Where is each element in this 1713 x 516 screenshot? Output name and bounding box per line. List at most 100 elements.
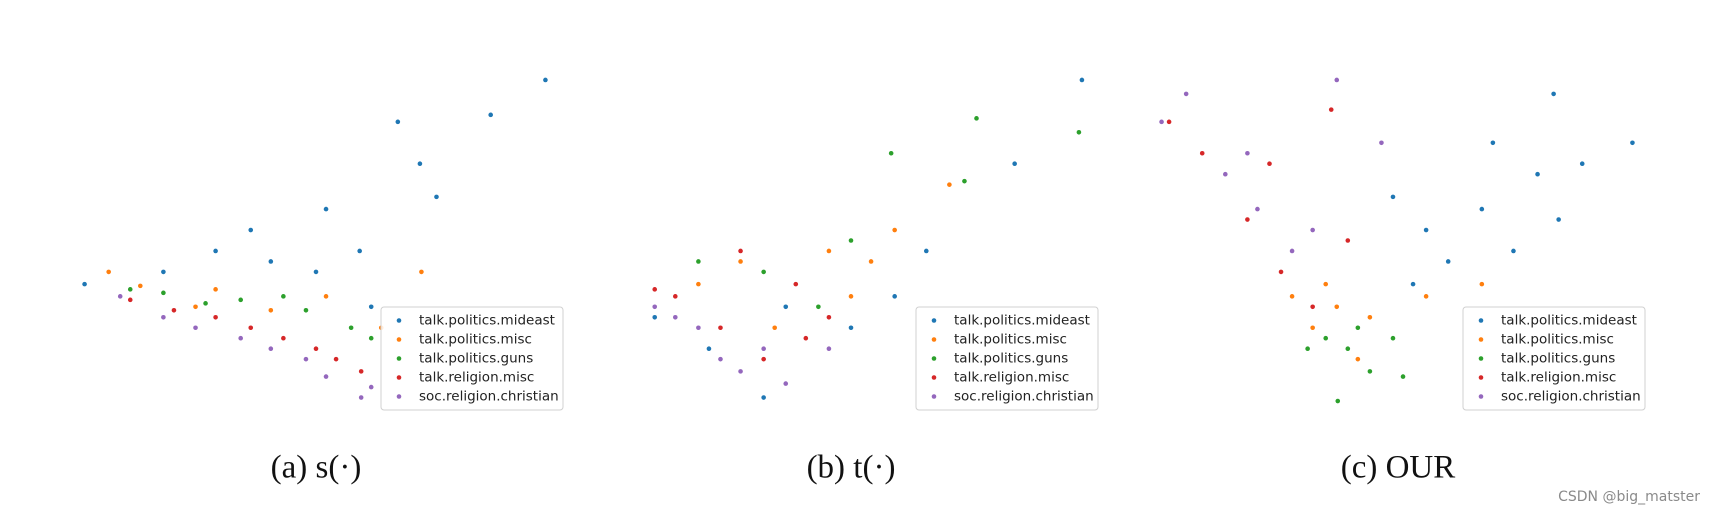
point (395, 119, 401, 125)
legend-label: soc.religion.christian (954, 389, 1094, 405)
point (323, 294, 329, 299)
panel: talk.politics.mideast talk.politics.misc t… (652, 77, 1099, 486)
point (1335, 398, 1341, 404)
point (1334, 304, 1340, 310)
point (313, 269, 319, 275)
point (1490, 140, 1496, 146)
legend-marker (1478, 337, 1484, 342)
legend-label: talk.politics.misc (1501, 332, 1614, 348)
legend-label: talk.religion.misc (419, 370, 534, 386)
point (543, 77, 548, 83)
point (1305, 346, 1310, 351)
point (82, 281, 87, 287)
point (323, 374, 329, 379)
point (193, 325, 198, 331)
point (1367, 369, 1373, 374)
point (238, 335, 243, 341)
legend-label: talk.politics.mideast (954, 313, 1090, 329)
point (868, 259, 874, 264)
legend-label: soc.religion.christian (419, 389, 559, 405)
point (793, 281, 799, 287)
point (1355, 325, 1361, 331)
legend-marker (396, 337, 402, 342)
point (761, 269, 766, 275)
point (368, 304, 374, 310)
point (1579, 161, 1585, 167)
legend-label: talk.politics.guns (954, 351, 1068, 367)
point (974, 116, 979, 121)
legend-marker (396, 394, 402, 399)
point (434, 194, 439, 200)
point (816, 304, 821, 310)
point (1445, 259, 1451, 264)
legend-marker (931, 318, 937, 323)
legend-label: talk.religion.misc (1501, 370, 1616, 386)
point (761, 395, 766, 400)
point (1289, 294, 1295, 299)
point (1310, 304, 1315, 310)
point (1199, 150, 1205, 156)
legend-label: talk.politics.misc (419, 332, 532, 348)
point (1355, 356, 1361, 362)
point (238, 297, 243, 303)
point (171, 308, 177, 313)
point (1278, 269, 1284, 275)
point (303, 356, 309, 362)
point (761, 356, 766, 362)
point (213, 287, 218, 292)
point (1400, 374, 1406, 379)
legend-marker (931, 394, 937, 399)
point (1166, 119, 1172, 125)
legend-label: soc.religion.christian (1501, 389, 1641, 405)
point (652, 314, 658, 320)
point (203, 301, 208, 306)
point (738, 369, 743, 374)
legend-marker (396, 318, 402, 323)
point (348, 325, 354, 331)
point (117, 294, 123, 299)
point (892, 294, 897, 299)
point (1423, 294, 1429, 299)
legend-box (915, 306, 1099, 411)
point (1223, 171, 1228, 177)
point (1076, 130, 1082, 135)
point (268, 308, 274, 313)
point (962, 178, 967, 184)
point (248, 227, 254, 233)
point (161, 269, 166, 275)
point (1183, 91, 1189, 97)
point (673, 314, 678, 320)
point (652, 287, 658, 292)
point (281, 294, 286, 299)
legend-box (1462, 306, 1646, 411)
point (1535, 171, 1540, 177)
point (1310, 325, 1315, 331)
point (268, 346, 274, 351)
point (826, 346, 832, 351)
point (803, 335, 809, 341)
legend-marker (931, 337, 937, 342)
point (417, 161, 423, 167)
legend-box (380, 306, 564, 411)
point (738, 259, 743, 264)
legend-label: talk.religion.misc (954, 370, 1069, 386)
point (652, 304, 658, 310)
point (1345, 238, 1351, 243)
panel-caption: (b) t(·) (807, 450, 896, 486)
point (888, 150, 894, 156)
point (1345, 346, 1351, 351)
point (1323, 281, 1329, 287)
point (1328, 107, 1334, 112)
point (696, 281, 701, 287)
point (1410, 281, 1416, 287)
point (1159, 119, 1164, 125)
legend-marker (1478, 318, 1484, 323)
point (1310, 227, 1315, 233)
point (1012, 161, 1017, 167)
point (127, 297, 133, 303)
watermark: CSDN @big_matster (1558, 489, 1700, 505)
panel: talk.politics.mideast talk.politics.misc t… (1159, 77, 1646, 486)
point (848, 294, 854, 299)
point (213, 314, 218, 320)
